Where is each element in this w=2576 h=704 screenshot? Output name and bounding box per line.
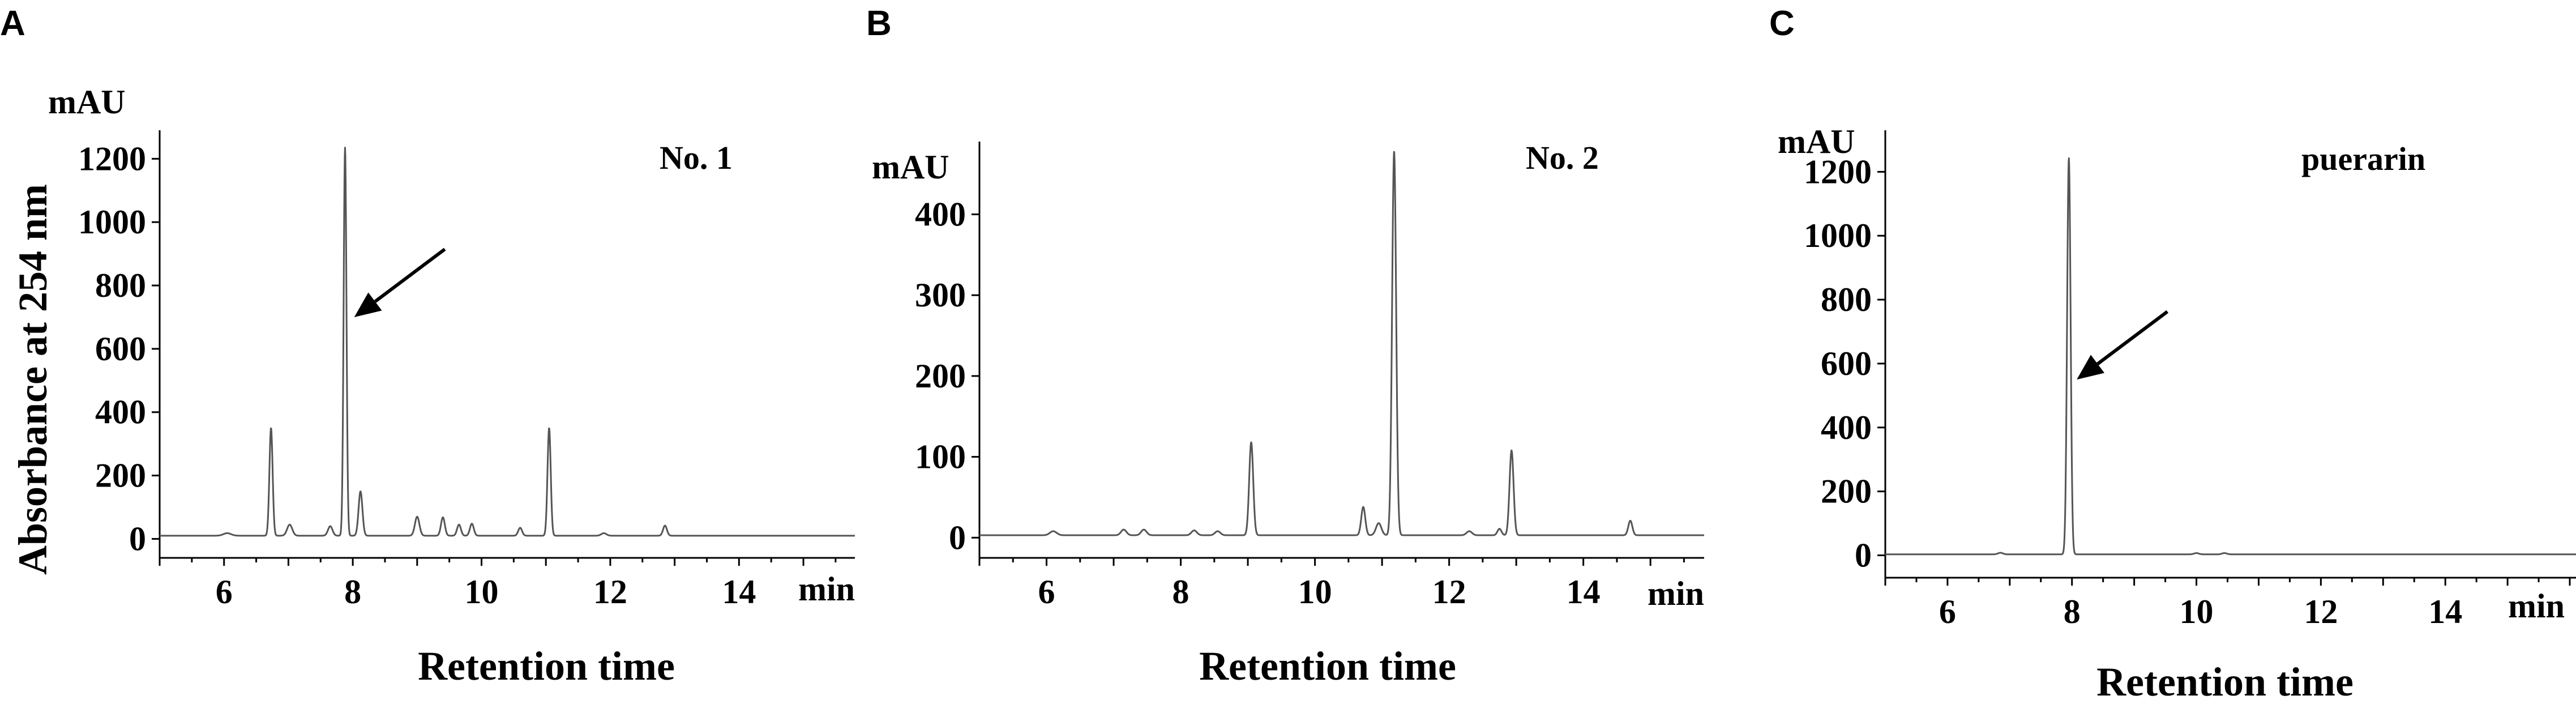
panel-c-peak-arrow bbox=[2077, 310, 2169, 380]
panel-b-letter: B bbox=[866, 4, 892, 43]
panel-b-y-tick-label: 300 bbox=[915, 276, 966, 314]
panel-c-y-tick-label: 1200 bbox=[1804, 153, 1872, 190]
panel-a-x-tick-label: 8 bbox=[344, 573, 361, 611]
panel-c-x-tick-label: 8 bbox=[2064, 593, 2081, 630]
panel-c-y-tick-label: 800 bbox=[1821, 281, 1872, 318]
panel-c-y-tick-label: 0 bbox=[1855, 537, 1872, 574]
panel-c-plot: 6 8 10 12 14 0 200 400 600 800 1000 1200 bbox=[1804, 130, 2576, 630]
panel-a-y-unit: mAU bbox=[48, 83, 126, 121]
panel-a-y-tick-label: 600 bbox=[95, 330, 146, 368]
panel-b-plot: 6 8 10 12 14 0 100 200 300 400 bbox=[915, 142, 1705, 611]
panel-c-chromatogram-trace bbox=[1885, 157, 2576, 556]
panel-c-x-tick-label: 6 bbox=[1939, 593, 1956, 630]
panel-c-x-tick-label: 12 bbox=[2304, 593, 2338, 630]
panel-a-y-tick-label: 1000 bbox=[78, 203, 146, 241]
panel-b-x-unit: min bbox=[1648, 575, 1704, 612]
panel-a-chromatogram-trace bbox=[159, 147, 855, 537]
panel-b-y-tick-label: 100 bbox=[915, 438, 966, 476]
panel-a-arrow-shaft bbox=[374, 248, 446, 303]
panel-b-annotation: No. 2 bbox=[1526, 139, 1599, 176]
panel-b-chromatogram-trace bbox=[979, 151, 1705, 536]
panel-c-x-unit: min bbox=[2508, 587, 2565, 625]
panel-a-y-tick-label: 0 bbox=[129, 520, 146, 557]
panel-a-letter: A bbox=[0, 4, 25, 43]
panel-c-x-tick-label: 14 bbox=[2428, 593, 2462, 630]
panel-b-y-tick-label: 400 bbox=[915, 195, 966, 233]
panel-a-y-tick-label: 400 bbox=[95, 394, 146, 431]
panel-c-arrow-head bbox=[2077, 355, 2104, 380]
panel-b-x-tick-label: 14 bbox=[1567, 573, 1601, 611]
panel-a-x-tick-label: 6 bbox=[216, 573, 233, 611]
panel-c-xlabel: Retention time bbox=[2096, 659, 2354, 704]
panel-c-y-tick-label: 1000 bbox=[1804, 217, 1872, 254]
panel-a-plot: 6 8 10 12 14 0 200 400 600 800 1000 1200 bbox=[78, 130, 855, 611]
panel-c-x-tick-label: 10 bbox=[2180, 593, 2214, 630]
panel-b-y-tick-label: 200 bbox=[915, 357, 966, 395]
panel-c-y-tick-label: 600 bbox=[1821, 345, 1872, 382]
panel-b-x-tick-label: 10 bbox=[1298, 573, 1332, 611]
panel-c-arrow-shaft bbox=[2096, 310, 2169, 365]
panel-c: C mAU min puerarin Retention time 6 8 10 12… bbox=[1769, 4, 2576, 704]
panel-b: B mAU min No. 2 Retention time 6 8 10 12 14 0… bbox=[866, 4, 1705, 689]
panel-a-y-tick-label: 200 bbox=[95, 457, 146, 494]
panel-a-x-tick-label: 14 bbox=[722, 573, 756, 611]
panel-b-x-tick-label: 12 bbox=[1432, 573, 1466, 611]
panel-b-y-tick-label: 0 bbox=[949, 519, 966, 556]
panel-b-y-unit: mAU bbox=[872, 148, 949, 186]
panel-a-arrow-head bbox=[354, 292, 382, 317]
panel-a-x-tick-label: 12 bbox=[593, 573, 627, 611]
panel-a-peak-arrow bbox=[354, 248, 446, 317]
panel-a-x-tick-label: 10 bbox=[465, 573, 499, 611]
panel-b-xlabel: Retention time bbox=[1199, 643, 1456, 689]
panel-c-annotation: puerarin bbox=[2301, 140, 2425, 177]
panel-c-letter: C bbox=[1769, 4, 1795, 43]
panel-a-x-unit: min bbox=[798, 570, 855, 608]
panel-a-y-tick-label: 1200 bbox=[78, 140, 146, 177]
panel-a-y-tick-label: 800 bbox=[95, 267, 146, 304]
panel-a: A Absorbance at 254 nm mAU min No. 1 Ret… bbox=[0, 4, 855, 689]
panel-c-y-unit: mAU bbox=[1778, 123, 1855, 160]
panel-a-xlabel: Retention time bbox=[418, 643, 675, 689]
panel-b-x-tick-label: 6 bbox=[1038, 573, 1055, 611]
panel-c-y-tick-label: 200 bbox=[1821, 473, 1872, 510]
panel-b-x-tick-label: 8 bbox=[1173, 573, 1189, 611]
panel-c-y-tick-label: 400 bbox=[1821, 409, 1872, 446]
panel-a-ylabel: Absorbance at 254 nm bbox=[10, 184, 55, 575]
panel-a-annotation: No. 1 bbox=[660, 139, 733, 176]
